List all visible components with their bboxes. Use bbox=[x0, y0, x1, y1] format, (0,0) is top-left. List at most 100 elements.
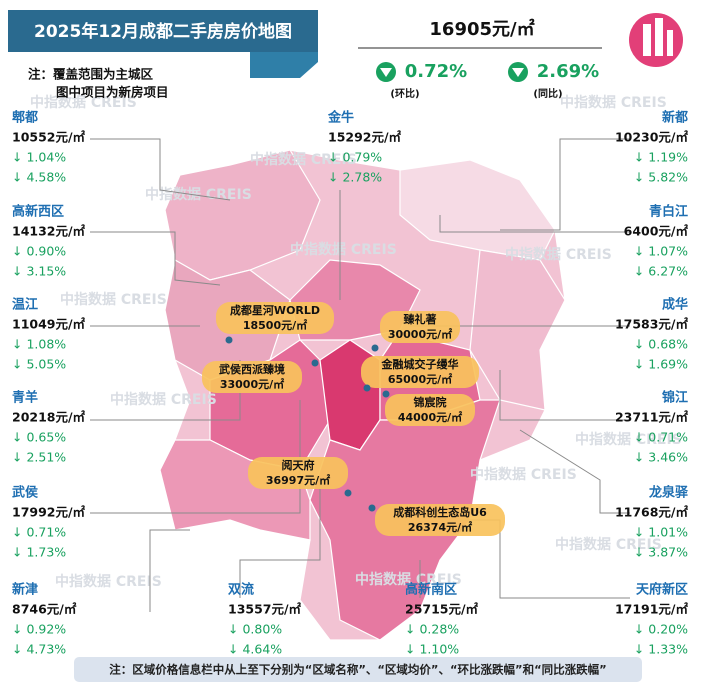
title: 2025年12月成都二手房房价地图 bbox=[34, 21, 292, 42]
district-info: 武侯 17992元/㎡ ↓ 0.71% ↓ 1.73% bbox=[12, 485, 86, 560]
district-yoy: ↓ 3.15% bbox=[12, 264, 66, 279]
district-price: 15292元/㎡ bbox=[328, 130, 402, 145]
districts: 郫都 10552元/㎡ ↓ 1.04% ↓ 4.58% 高新西区 14132元/㎡ ↓ 0.… bbox=[12, 110, 689, 657]
district-info: 郫都 10552元/㎡ ↓ 1.04% ↓ 4.58% bbox=[12, 110, 86, 185]
district-yoy: ↓ 2.51% bbox=[12, 450, 66, 465]
project-dot bbox=[225, 336, 233, 344]
district-yoy: ↓ 6.27% bbox=[634, 264, 688, 279]
project-name: 武侯西派臻境 bbox=[219, 362, 285, 376]
district-price: 17191元/㎡ bbox=[615, 602, 689, 617]
leader-line bbox=[519, 429, 630, 514]
district-info: 高新南区 25715元/㎡ ↓ 0.28% ↓ 1.10% bbox=[405, 582, 479, 657]
district-price: 13557元/㎡ bbox=[228, 602, 302, 617]
district-price: 10230元/㎡ bbox=[615, 130, 689, 145]
district-name: 双流 bbox=[228, 582, 254, 598]
project-price: 18500元/㎡ bbox=[243, 318, 307, 332]
project-price: 26374元/㎡ bbox=[408, 520, 472, 534]
district-yoy: ↓ 2.78% bbox=[328, 170, 382, 185]
district-name: 天府新区 bbox=[636, 582, 688, 598]
district-mom: ↓ 0.80% bbox=[228, 622, 282, 637]
summary-mom: 0.72% bbox=[405, 61, 467, 82]
leader-line bbox=[90, 231, 221, 286]
city-icon-part bbox=[655, 18, 663, 56]
watermark: 中指数据 CREIS bbox=[55, 573, 162, 590]
city-icon-part bbox=[643, 24, 651, 56]
header: 2025年12月成都二手房房价地图 注：覆盖范围为主城区 图中项目为新房项目 bbox=[8, 10, 318, 100]
project-label-bg bbox=[216, 302, 334, 334]
district-yoy: ↓ 1.33% bbox=[634, 642, 688, 657]
district-name: 武侯 bbox=[12, 485, 38, 501]
project-label-bg bbox=[375, 504, 505, 536]
district-price: 25715元/㎡ bbox=[405, 602, 479, 617]
watermark: 中指数据 CREIS bbox=[110, 391, 217, 408]
watermark: 中指数据 CREIS bbox=[60, 291, 167, 308]
district-price: 17583元/㎡ bbox=[615, 317, 689, 332]
district-name: 高新西区 bbox=[12, 204, 64, 220]
district-name: 青白江 bbox=[649, 204, 688, 220]
watermark: 中指数据 CREIS bbox=[355, 571, 462, 588]
watermark: 中指数据 CREIS bbox=[560, 94, 667, 111]
watermark: 中指数据 CREIS bbox=[555, 536, 662, 553]
district-yoy: ↓ 4.73% bbox=[12, 642, 66, 657]
project-dot bbox=[371, 344, 379, 352]
district-name: 高新南区 bbox=[405, 582, 457, 598]
district-yoy: ↓ 5.82% bbox=[634, 170, 688, 185]
summary-yoy-label: (同比) bbox=[533, 87, 562, 100]
district-mom: ↓ 1.01% bbox=[634, 525, 688, 540]
project-dot bbox=[344, 489, 352, 497]
project-price: 65000元/㎡ bbox=[388, 372, 452, 386]
district-yoy: ↓ 1.69% bbox=[634, 357, 688, 372]
leader-line bbox=[90, 400, 301, 514]
leader-line bbox=[499, 370, 630, 421]
district-info: 青白江 6400元/㎡ ↓ 1.07% ↓ 6.27% bbox=[624, 204, 689, 279]
district-yoy: ↓ 5.05% bbox=[12, 357, 66, 372]
project-price: 44000元/㎡ bbox=[398, 410, 462, 424]
district-mom: ↓ 0.71% bbox=[12, 525, 66, 540]
project-price: 36997元/㎡ bbox=[266, 473, 330, 487]
leader-line bbox=[239, 480, 321, 598]
project-label-bg bbox=[380, 311, 460, 343]
district-mom: ↓ 1.07% bbox=[634, 244, 688, 259]
district-name: 锦江 bbox=[662, 390, 688, 406]
district-mom: ↓ 0.71% bbox=[634, 430, 688, 445]
district-yoy: ↓ 3.46% bbox=[634, 450, 688, 465]
district-mom: ↓ 1.04% bbox=[12, 150, 66, 165]
district-info: 青羊 20218元/㎡ ↓ 0.65% ↓ 2.51% bbox=[12, 390, 86, 465]
project-name: 锦宸院 bbox=[414, 395, 447, 409]
district-yoy: ↓ 1.10% bbox=[405, 642, 459, 657]
district-info: 温江 11049元/㎡ ↓ 1.08% ↓ 5.05% bbox=[12, 297, 86, 372]
project-name: 臻礼著 bbox=[403, 312, 437, 326]
district-info: 高新西区 14132元/㎡ ↓ 0.90% ↓ 3.15% bbox=[12, 204, 86, 279]
watermark: 中指数据 CREIS bbox=[470, 466, 577, 483]
district-mom: ↓ 0.65% bbox=[12, 430, 66, 445]
leader-line bbox=[439, 215, 630, 233]
district-price: 23711元/㎡ bbox=[615, 410, 689, 425]
summary-mom-label: (环比) bbox=[390, 87, 419, 100]
leader-line bbox=[149, 529, 190, 612]
down-arrow bbox=[512, 68, 524, 77]
project-label-bg bbox=[248, 457, 348, 489]
district-yoy: ↓ 1.73% bbox=[12, 545, 66, 560]
district-mom: ↓ 1.19% bbox=[634, 150, 688, 165]
district-mom: ↓ 0.79% bbox=[328, 150, 382, 165]
project-label-bg bbox=[202, 361, 302, 393]
district-price: 14132元/㎡ bbox=[12, 224, 86, 239]
district-yoy: ↓ 4.64% bbox=[228, 642, 282, 657]
district-name: 龙泉驿 bbox=[649, 485, 689, 501]
watermark: 中指数据 CREIS bbox=[290, 241, 397, 258]
district-name: 温江 bbox=[12, 297, 38, 313]
district-info: 双流 13557元/㎡ ↓ 0.80% ↓ 4.64% bbox=[228, 582, 302, 657]
district-name: 新津 bbox=[12, 582, 38, 598]
district-price: 6400元/㎡ bbox=[624, 224, 689, 239]
district-price: 10552元/㎡ bbox=[12, 130, 86, 145]
project-name: 成都星河WORLD bbox=[230, 303, 320, 317]
district-info: 金牛 15292元/㎡ ↓ 0.79% ↓ 2.78% bbox=[327, 110, 402, 185]
district-name: 新都 bbox=[662, 110, 688, 126]
summary-price: 16905元/㎡ bbox=[429, 18, 534, 40]
district-yoy: ↓ 3.87% bbox=[634, 545, 688, 560]
